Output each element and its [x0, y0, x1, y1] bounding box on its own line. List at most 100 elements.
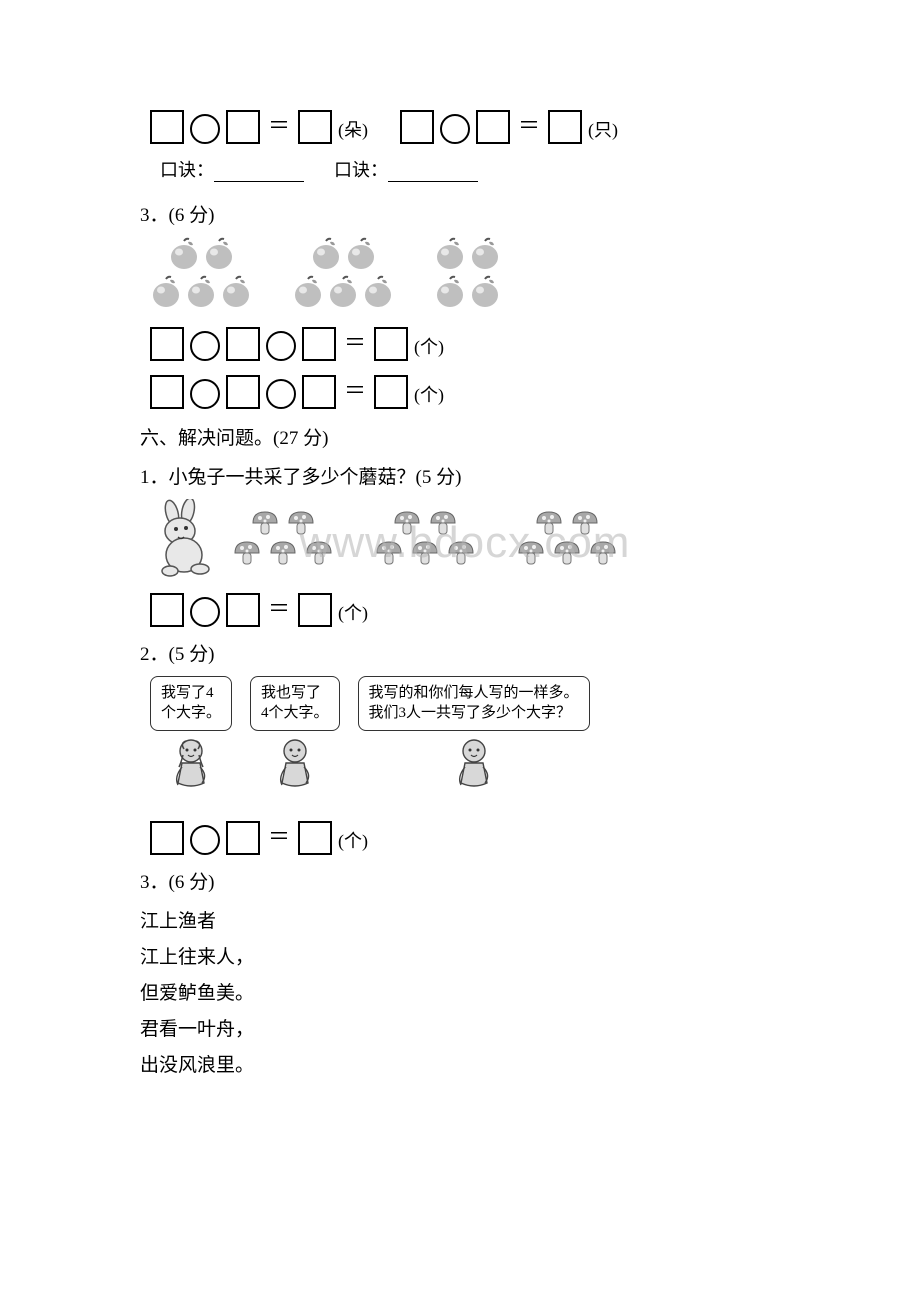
poem-line: 江上往来人，: [140, 940, 780, 976]
kid-icon: [166, 735, 216, 805]
blank-square[interactable]: [548, 110, 582, 144]
blank-square[interactable]: [302, 327, 336, 361]
equals-sign: ＝: [516, 108, 542, 144]
equals-sign: ＝: [266, 108, 292, 144]
mushroom-icon: [286, 509, 316, 537]
mushroom-icon: [428, 509, 458, 537]
blank-circle[interactable]: [190, 331, 220, 361]
kid-block: 我写了4个大字。: [150, 676, 232, 805]
koujue-blank[interactable]: [214, 164, 304, 182]
kids-figure: 我写了4个大字。 我也写了4个大字。 我写的和你们每人写的一样多。我们3人一共写…: [150, 676, 780, 805]
koujue-row: 口诀： 口诀：: [160, 156, 780, 182]
blank-square[interactable]: [226, 375, 260, 409]
blank-square[interactable]: [150, 327, 184, 361]
blank-square[interactable]: [374, 375, 408, 409]
apple-icon: [327, 275, 359, 309]
mushroom-icon: [232, 539, 262, 567]
blank-square[interactable]: [226, 821, 260, 855]
blank-square[interactable]: [298, 593, 332, 627]
poem-line: 出没风浪里。: [140, 1048, 780, 1084]
blank-square[interactable]: [374, 327, 408, 361]
kid-icon: [449, 735, 499, 805]
apple-icon: [292, 275, 324, 309]
apples-figure: [150, 237, 780, 309]
apple-icon: [310, 237, 342, 271]
kid-block: 我写的和你们每人写的一样多。我们3人一共写了多少个大字？: [358, 676, 590, 805]
blank-square[interactable]: [226, 110, 260, 144]
poem-block: 江上渔者 江上往来人， 但爱鲈鱼美。 君看一叶舟， 出没风浪里。: [140, 904, 780, 1084]
speech-bubble: 我也写了4个大字。: [250, 676, 340, 731]
equals-sign: ＝: [266, 591, 292, 627]
blank-circle[interactable]: [190, 825, 220, 855]
mushroom-cluster: [516, 509, 618, 567]
apple-icon: [150, 275, 182, 309]
mushroom-icon: [516, 539, 546, 567]
blank-circle[interactable]: [190, 379, 220, 409]
speech-bubble: 我写了4个大字。: [150, 676, 232, 731]
equation-2: ＝ (只): [400, 108, 618, 144]
unit-duo: (朵): [338, 116, 368, 144]
blank-square[interactable]: [226, 593, 260, 627]
blank-square[interactable]: [226, 327, 260, 361]
kid-icon: [270, 735, 320, 805]
mushroom-icon: [446, 539, 476, 567]
label-q6-1: 1．小兔子一共采了多少个蘑菇？(5 分): [140, 462, 780, 489]
apple-group: [150, 237, 252, 309]
blank-square[interactable]: [400, 110, 434, 144]
poem-title: 江上渔者: [140, 904, 780, 940]
apple-icon: [203, 237, 235, 271]
mushroom-icon: [588, 539, 618, 567]
equation-row-top: ＝ (朵) ＝ (只): [150, 108, 780, 144]
equation-1: ＝ (朵): [150, 108, 368, 144]
mushroom-cluster: [374, 509, 476, 567]
mushroom-icon: [268, 539, 298, 567]
blank-square[interactable]: [298, 110, 332, 144]
blank-square[interactable]: [150, 593, 184, 627]
apple-icon: [469, 237, 501, 271]
blank-square[interactable]: [476, 110, 510, 144]
mushroom-icon: [534, 509, 564, 537]
apple-icon: [220, 275, 252, 309]
speech-bubble: 我写的和你们每人写的一样多。我们3人一共写了多少个大字？: [358, 676, 590, 731]
worksheet-page: ＝ (朵) ＝ (只) 口诀： 口诀： 3．(6 分): [0, 0, 920, 1164]
label-q6-2: 2．(5 分): [140, 639, 780, 666]
blank-square[interactable]: [150, 821, 184, 855]
apple-group: [434, 237, 501, 309]
equation-q6-2: ＝ (个): [150, 819, 780, 855]
mushroom-icon: [410, 539, 440, 567]
apple-icon: [434, 237, 466, 271]
mushroom-icon: [304, 539, 334, 567]
blank-circle[interactable]: [266, 379, 296, 409]
unit-ge: (个): [338, 827, 368, 855]
apple-icon: [469, 275, 501, 309]
kid-block: 我也写了4个大字。: [250, 676, 340, 805]
equals-sign: ＝: [266, 819, 292, 855]
blank-circle[interactable]: [190, 114, 220, 144]
koujue-label-2: 口诀：: [334, 156, 478, 182]
blank-square[interactable]: [150, 375, 184, 409]
mushroom-cluster: [232, 509, 334, 567]
equation-q3-1: ＝ (个): [150, 325, 780, 361]
blank-square[interactable]: [150, 110, 184, 144]
blank-square[interactable]: [298, 821, 332, 855]
label-q3: 3．(6 分): [140, 200, 780, 227]
rabbit-icon: [150, 499, 220, 577]
unit-ge: (个): [414, 333, 444, 361]
mushroom-icon: [374, 539, 404, 567]
unit-zhi: (只): [588, 116, 618, 144]
equation-q3-2: ＝ (个): [150, 373, 780, 409]
apple-icon: [168, 237, 200, 271]
blank-square[interactable]: [302, 375, 336, 409]
blank-circle[interactable]: [266, 331, 296, 361]
blank-circle[interactable]: [190, 597, 220, 627]
poem-line: 君看一叶舟，: [140, 1012, 780, 1048]
apple-icon: [362, 275, 394, 309]
mushroom-icon: [250, 509, 280, 537]
unit-ge: (个): [338, 599, 368, 627]
koujue-blank[interactable]: [388, 164, 478, 182]
blank-circle[interactable]: [440, 114, 470, 144]
mushroom-figure: www.bdocx.com: [150, 499, 780, 577]
poem-line: 但爱鲈鱼美。: [140, 976, 780, 1012]
equals-sign: ＝: [342, 325, 368, 361]
equals-sign: ＝: [342, 373, 368, 409]
